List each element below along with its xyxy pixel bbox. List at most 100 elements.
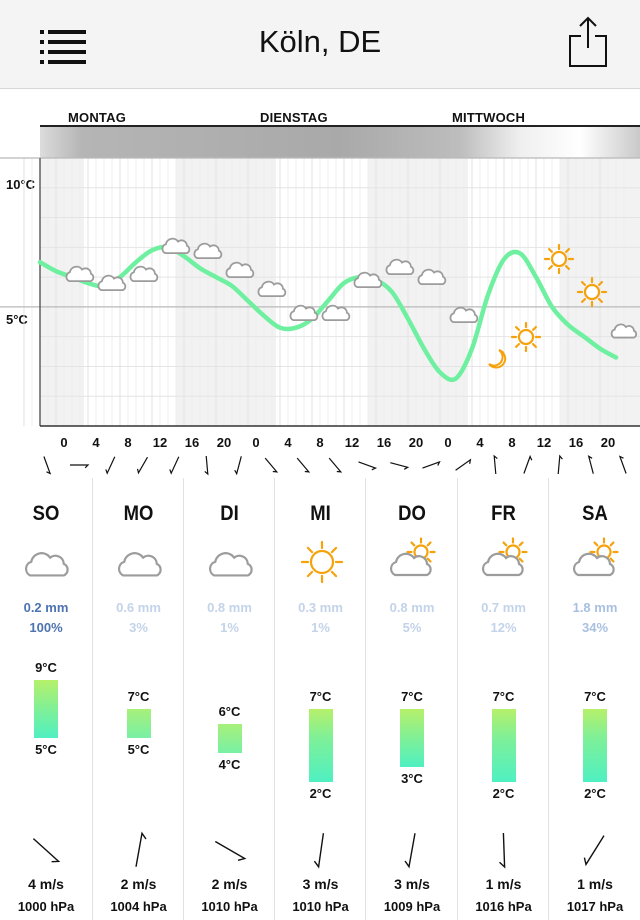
hour-label: 20	[601, 435, 615, 450]
temp-min-label: 2°C	[492, 785, 515, 801]
temp-min-label: 2°C	[584, 785, 606, 801]
wind-arrow-icon	[557, 454, 563, 475]
y-axis-label: 5°C	[6, 312, 28, 327]
cloud-icon	[289, 304, 319, 322]
temperature-chart: 0 4 8 12 16 20 0 4 8 12 16 20 0 4 8 12 16 20	[0, 125, 640, 476]
forecast-day-column[interactable]: DO 0.8 mm 5% 7°C 3°C 3 m/s 1009 hPa	[365, 478, 458, 920]
wind-arrow-icon	[499, 832, 506, 869]
forecast-day-column[interactable]: SA 1.8 mm 34% 7°C 2°C 1 m/s 1017 hPa	[548, 478, 640, 920]
hour-label: 16	[185, 435, 199, 450]
air-pressure: 1010 hPa	[292, 899, 349, 914]
hour-label: 20	[409, 435, 423, 450]
cloud-icon	[449, 306, 479, 324]
share-button[interactable]	[566, 14, 612, 70]
page-title: Köln, DE	[258, 24, 382, 59]
cloud-icon	[225, 261, 255, 279]
temp-min-label: 2°C	[309, 785, 332, 801]
temp-max-label: 7°C	[127, 689, 150, 704]
wind-speed: 2 m/s	[211, 876, 248, 892]
hour-label: 12	[345, 435, 359, 450]
forecast-day-label: FR	[491, 502, 516, 525]
wind-arrow-icon	[32, 838, 61, 863]
wind-arrow-icon	[135, 831, 147, 867]
hour-label: 0	[60, 435, 67, 450]
share-icon	[569, 16, 607, 67]
hour-label: 4	[284, 435, 292, 450]
wind-arrow-icon	[313, 833, 325, 869]
cloud-icon	[321, 304, 351, 322]
temp-range-bar	[583, 709, 607, 782]
moon-icon	[488, 349, 507, 369]
wind-arrow-icon	[523, 454, 533, 474]
cloud-icon	[161, 237, 191, 255]
precipitation: 1.8 mm 34%	[549, 598, 640, 638]
hour-label: 20	[217, 435, 231, 450]
wind-arrow-icon	[358, 461, 378, 471]
cloud-icon	[193, 242, 223, 260]
precip-amount: 0.8 mm	[207, 600, 252, 615]
hourly-chart: MONTAG DIENSTAG MITTWOCH 10°C 5°C 0 4 8 12 1…	[0, 100, 640, 478]
hour-label: 0	[444, 435, 451, 450]
forecast-day-label: SO	[32, 502, 60, 525]
partly-cloudy-icon	[481, 537, 529, 584]
precip-probability: 12%	[490, 620, 517, 635]
temp-max-label: 6°C	[218, 703, 241, 719]
sun-icon	[510, 321, 542, 353]
air-pressure: 1016 hPa	[475, 899, 532, 914]
hour-label: 16	[377, 435, 391, 450]
hour-label: 0	[252, 435, 259, 450]
hour-label: 8	[124, 435, 131, 450]
sun-icon	[576, 276, 608, 308]
precip-probability: 1%	[311, 620, 330, 635]
wind-arrow-icon	[422, 460, 441, 469]
temp-range-bar	[34, 680, 58, 738]
hour-label: 4	[92, 435, 100, 450]
wind-arrow-icon	[618, 455, 627, 474]
wind-speed: 3 m/s	[394, 876, 430, 892]
forecast-day-column[interactable]: FR 0.7 mm 12% 7°C 2°C 1 m/s 1016 hPa	[457, 478, 549, 920]
precipitation: 0.6 mm 3%	[93, 598, 184, 638]
partly-cloudy-icon	[572, 537, 620, 584]
wind-speed: 3 m/s	[302, 876, 339, 892]
temp-min-label: 3°C	[401, 771, 423, 786]
forecast-day-label: DO	[398, 502, 426, 525]
cloud-icon	[610, 323, 638, 339]
precipitation: 0.8 mm 1%	[184, 598, 275, 638]
wind-arrow-icon	[204, 455, 209, 476]
wind-arrow-icon	[70, 464, 90, 469]
wind-arrow-icon	[390, 462, 410, 470]
forecast-day-column[interactable]: MI 0.3 mm 1% 7°C 2°C 3 m/s 1010 hPa	[274, 478, 366, 920]
hour-label: 4	[476, 435, 484, 450]
wind-arrow-icon	[493, 454, 498, 475]
wind-speed: 2 m/s	[120, 876, 157, 892]
precip-amount: 0.7 mm	[481, 600, 526, 615]
menu-button[interactable]	[40, 26, 90, 66]
cloud-icon	[129, 265, 159, 283]
precip-amount: 0.2 mm	[23, 600, 69, 615]
precip-amount: 0.8 mm	[389, 600, 435, 615]
forecast-day-label: DI	[220, 502, 239, 525]
partly-cloudy-icon	[389, 537, 437, 584]
precip-probability: 5%	[402, 620, 422, 635]
precip-probability: 1%	[220, 620, 239, 635]
wind-arrow-icon	[136, 456, 149, 475]
wind-arrow-icon	[105, 456, 116, 475]
wind-arrow-icon	[43, 456, 52, 475]
hour-label: 16	[569, 435, 583, 450]
precip-amount: 0.6 mm	[116, 600, 161, 615]
air-pressure: 1000 hPa	[17, 899, 75, 914]
temp-min-label: 4°C	[218, 756, 241, 772]
cloud-icon	[385, 258, 415, 276]
cloud-icon	[353, 271, 383, 289]
precip-probability: 100%	[29, 620, 63, 635]
wind-arrow-icon	[264, 457, 279, 473]
forecast-day-column[interactable]: MO 0.6 mm 3% 7°C 5°C 2 m/s 1004 hPa	[92, 478, 184, 920]
wind-arrow-icon	[455, 458, 472, 471]
temp-max-label: 7°C	[584, 689, 606, 704]
forecast-day-column[interactable]: DI 0.8 mm 1% 6°C 4°C 2 m/s 1010 hPa	[183, 478, 275, 920]
cloud-icon	[257, 280, 287, 298]
hour-label: 8	[508, 435, 515, 450]
forecast-day-column[interactable]: SO 0.2 mm 100% 9°C 5°C 4 m/s 1000 hPa	[0, 478, 92, 920]
precipitation: 0.2 mm 100%	[0, 598, 92, 638]
wind-arrow-icon	[404, 833, 416, 869]
